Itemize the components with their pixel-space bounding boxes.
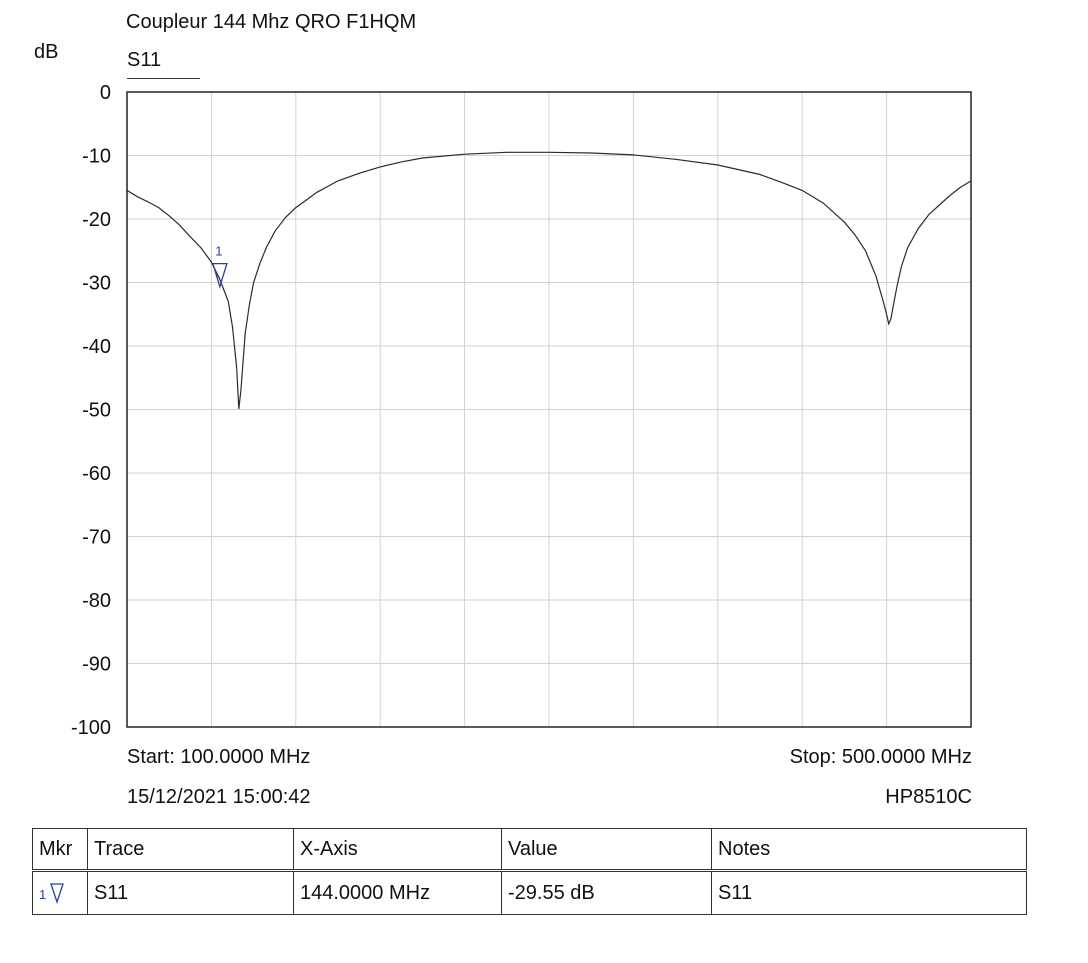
value-cell: -29.55 dB: [501, 870, 712, 915]
marker-label: 1: [215, 244, 222, 259]
notes-cell: S11: [711, 870, 1027, 915]
y-tick-label: -30: [82, 273, 111, 295]
y-tick-label: -70: [82, 527, 111, 549]
header-x-axis: X-Axis: [293, 828, 502, 872]
y-tick-label: -90: [82, 654, 111, 676]
table-row: 1 S11 144.0000 MHz -29.55 dB S11: [32, 870, 1027, 915]
y-tick-label: -60: [82, 463, 111, 485]
y-axis-unit-label: dB: [34, 41, 59, 63]
y-tick-label: -20: [82, 209, 111, 231]
marker-table-header: Mkr Trace X-Axis Value Notes: [32, 828, 1027, 872]
x-axis-cell: 144.0000 MHz: [293, 870, 502, 915]
measurement-timestamp: 15/12/2021 15:00:42: [127, 786, 311, 808]
y-tick-label: -100: [71, 717, 111, 739]
header-mkr: Mkr: [32, 828, 88, 872]
instrument-name: HP8510C: [885, 786, 972, 808]
plot-frame: [126, 91, 972, 728]
y-tick-label: -80: [82, 590, 111, 612]
header-value: Value: [501, 828, 712, 872]
y-tick-label: -50: [82, 400, 111, 422]
trace-cell: S11: [87, 870, 294, 915]
header-trace: Trace: [87, 828, 294, 872]
y-tick-label: 0: [100, 82, 111, 104]
trace-label: S11: [127, 49, 162, 71]
marker-cell: 1: [32, 870, 88, 915]
y-tick-label: -10: [82, 146, 111, 168]
stop-frequency: Stop: 500.0000 MHz: [789, 746, 972, 768]
marker-triangle-icon: [211, 262, 228, 289]
header-notes: Notes: [711, 828, 1027, 872]
y-tick-label: -40: [82, 336, 111, 358]
marker-table: Mkr Trace X-Axis Value Notes 1 S11 144.0…: [32, 828, 1027, 915]
chart-title: Coupleur 144 Mhz QRO F1HQM: [126, 11, 417, 33]
marker-triangle-icon: [50, 883, 65, 905]
start-frequency: Start: 100.0000 MHz: [127, 746, 311, 768]
trace-line-s11: [126, 151, 972, 409]
marker-number: 1: [39, 886, 47, 902]
trace-label-underline: [127, 78, 200, 79]
